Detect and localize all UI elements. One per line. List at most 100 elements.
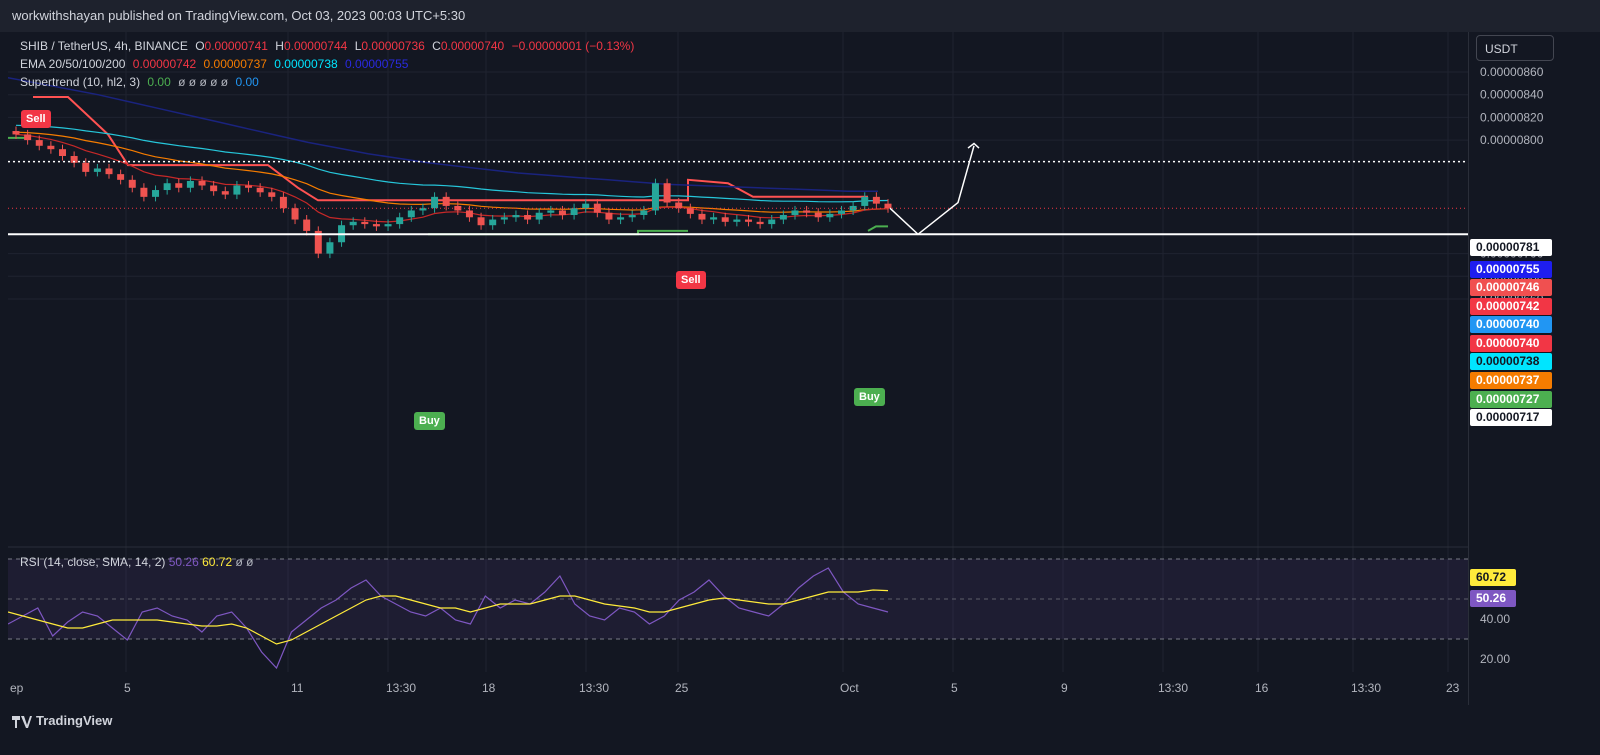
chart-grid xyxy=(8,32,1468,672)
candle-body xyxy=(152,190,160,197)
candle-body xyxy=(617,217,625,220)
candle-body xyxy=(117,174,125,180)
candle-body xyxy=(35,140,43,146)
candle-body xyxy=(779,215,787,220)
rsi-value: 50.26 xyxy=(168,555,199,569)
ema200-line xyxy=(8,76,878,192)
candle-body xyxy=(221,191,229,195)
supertrend-legend: Supertrend (10, hl2, 3) 0.00 ø ø ø ø ø 0… xyxy=(20,75,263,89)
symbol-legend: SHIB / TetherUS, 4h, BINANCE O0.00000741… xyxy=(20,39,638,53)
candle-body xyxy=(744,219,752,222)
tradingview-brand[interactable]: TradingView xyxy=(12,713,112,728)
candle-body xyxy=(291,208,299,220)
rsi-tick-label: 40.00 xyxy=(1480,612,1510,626)
candle-body xyxy=(686,208,694,214)
currency-button[interactable]: USDT xyxy=(1476,35,1554,61)
candle-body xyxy=(582,203,590,209)
price-tag: 0.00000742 xyxy=(1470,298,1552,315)
candle-body xyxy=(361,221,369,225)
candle-body xyxy=(454,205,462,211)
rsi-label[interactable]: RSI (14, close, SMA, 14, 2) xyxy=(20,555,166,569)
candle-body xyxy=(175,183,183,188)
candle-body xyxy=(803,210,811,213)
candle-body xyxy=(814,212,822,218)
candle-body xyxy=(82,162,90,172)
price-tag: 0.00000746 xyxy=(1470,279,1552,296)
candle-body xyxy=(756,221,764,225)
buy-signal-2: Buy xyxy=(854,388,885,406)
candle-body xyxy=(593,203,601,213)
candle-body xyxy=(570,208,578,216)
candle-body xyxy=(93,168,101,172)
buy-signal-1: Buy xyxy=(414,412,445,430)
supertrend-label[interactable]: Supertrend (10, hl2, 3) xyxy=(20,75,141,89)
time-tick-label: ep xyxy=(10,681,24,695)
projection-path xyxy=(889,145,975,236)
candle-body xyxy=(640,210,648,216)
price-tag: 0.00000737 xyxy=(1470,372,1552,389)
candle-body xyxy=(837,210,845,214)
rsi-band xyxy=(8,558,1468,640)
candle-body xyxy=(431,196,439,209)
price-tick-label: 0.00000820 xyxy=(1480,110,1544,124)
ema100-line xyxy=(15,124,889,203)
candle-body xyxy=(349,221,357,226)
time-tick-label: 5 xyxy=(124,681,131,695)
candle-body xyxy=(710,217,718,220)
price-tag: 0.00000755 xyxy=(1470,261,1552,278)
symbol-name[interactable]: SHIB / TetherUS, 4h, BINANCE xyxy=(20,39,188,53)
time-tick-label: 23 xyxy=(1446,681,1460,695)
candle-body xyxy=(384,224,392,227)
candle-body xyxy=(268,192,276,197)
ema-label[interactable]: EMA 20/50/100/200 xyxy=(20,57,126,71)
projection-arrow xyxy=(889,142,980,236)
time-tick-label: 13:30 xyxy=(579,681,609,695)
candle-body xyxy=(768,219,776,225)
candle-body xyxy=(512,215,520,218)
tradingview-logo-icon xyxy=(12,715,32,728)
price-tag: 0.00000740 xyxy=(1470,316,1552,333)
supertrend-blanks: ø ø ø ø ø xyxy=(178,75,229,89)
change-value: −0.00000001 (−0.13%) xyxy=(511,39,635,53)
chart-canvas[interactable]: ep 5 11 13:30 18 13:30 25 Oct 5 9 13:30 16 13:30 23 xyxy=(8,32,1468,705)
candle-body xyxy=(791,210,799,216)
candle-body xyxy=(186,180,194,188)
supertrend-value: 0.00 xyxy=(147,75,171,89)
candle-body xyxy=(105,168,113,175)
candle-body xyxy=(465,210,473,218)
close-label: C xyxy=(432,39,441,53)
supertrend-value2: 0.00 xyxy=(235,75,259,89)
price-tick-label: 0.00000800 xyxy=(1480,133,1544,147)
candle-body xyxy=(651,183,659,211)
ema-legend: EMA 20/50/100/200 0.00000742 0.00000737 … xyxy=(20,57,412,71)
time-tick-label: Oct xyxy=(840,681,859,695)
open-value: 0.00000741 xyxy=(204,39,268,53)
candle-body xyxy=(210,185,218,192)
time-tick-label: 5 xyxy=(951,681,958,695)
candle-body xyxy=(849,205,857,211)
ema100-value: 0.00000738 xyxy=(274,57,338,71)
ema-lines xyxy=(8,76,889,223)
low-label: L xyxy=(354,39,362,53)
sell-signal-2: Sell xyxy=(676,271,706,289)
projection-arrowhead xyxy=(967,142,980,149)
price-tag: 0.00000727 xyxy=(1470,391,1552,408)
candle-body xyxy=(256,187,264,193)
rsi-line xyxy=(8,567,889,670)
candle-body xyxy=(314,230,322,254)
rsi-lines xyxy=(8,567,889,670)
candle-body xyxy=(303,219,311,231)
supertrend-up-line-2 xyxy=(867,225,888,232)
candle-body xyxy=(70,155,78,163)
candle-body xyxy=(326,242,334,254)
candle-body xyxy=(826,213,834,218)
candle-body xyxy=(884,203,892,209)
candle-body xyxy=(24,134,32,141)
rsi-sma-line xyxy=(8,589,889,645)
time-tick-label: 16 xyxy=(1255,681,1269,695)
price-tick-label: 0.00000840 xyxy=(1480,88,1544,102)
candle-body xyxy=(872,196,880,204)
price-tag: 0.00000738 xyxy=(1470,353,1552,370)
candle-body xyxy=(500,217,508,220)
candle-body xyxy=(163,183,171,191)
